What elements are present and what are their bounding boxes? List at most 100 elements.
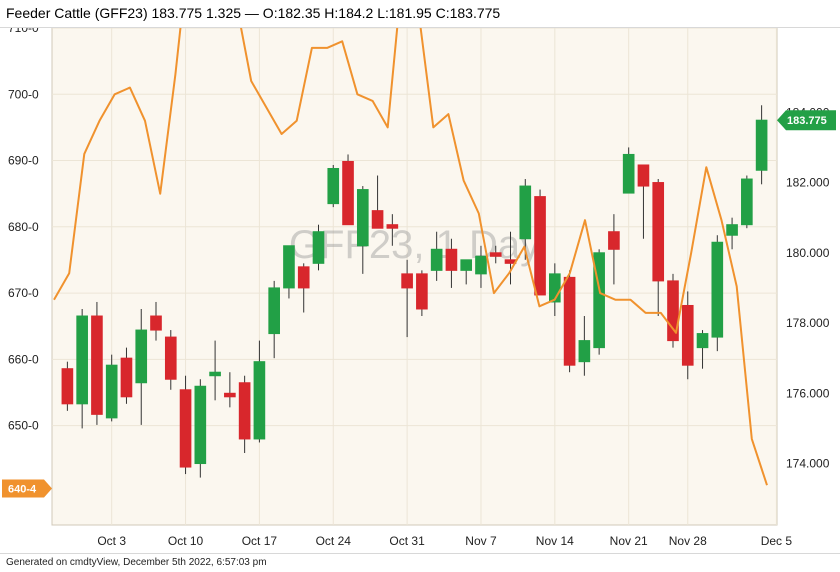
left-axis: 710-0 700-0 690-0 680-0 670-0 660-0 650-0 xyxy=(8,28,39,433)
candle-body xyxy=(549,273,561,303)
right-tick-label: 174.000 xyxy=(786,457,830,471)
candle-body xyxy=(179,389,192,468)
candle xyxy=(475,245,487,288)
candle-body xyxy=(135,329,148,384)
left-tick-label: 670-0 xyxy=(8,286,39,300)
x-tick-label: Nov 21 xyxy=(610,534,648,548)
candle xyxy=(622,147,635,194)
left-tick-label: 680-0 xyxy=(8,220,39,234)
candle-body xyxy=(297,266,310,289)
left-tick-label: 710-0 xyxy=(8,28,39,35)
x-tick-label: Oct 10 xyxy=(168,534,204,548)
candle-body xyxy=(209,371,221,377)
candle xyxy=(268,280,280,359)
candle xyxy=(61,361,74,411)
candle xyxy=(386,214,399,246)
candle xyxy=(238,375,251,453)
candle xyxy=(253,340,266,443)
candle-body xyxy=(224,392,236,398)
candle xyxy=(755,105,768,185)
candle xyxy=(76,308,88,429)
right-tick-label: 176.000 xyxy=(786,386,830,400)
candle-body xyxy=(622,153,635,194)
candle-body xyxy=(327,167,340,205)
candle xyxy=(297,263,310,313)
candle-body xyxy=(460,259,473,271)
candle-body xyxy=(578,340,591,363)
candle xyxy=(741,175,753,229)
candlestick-series xyxy=(61,105,768,478)
candle-body xyxy=(238,382,251,440)
x-axis: Oct 3 Oct 10 Oct 17 Oct 24 Oct 31 Nov 7 Nov 14… xyxy=(97,534,792,548)
candle xyxy=(534,189,546,296)
candle-body xyxy=(150,315,162,331)
candle xyxy=(401,259,413,338)
candle xyxy=(711,235,724,352)
candle xyxy=(681,291,694,380)
chart-title: Feeder Cattle (GFF23) 183.775 1.325 — O:… xyxy=(6,5,501,21)
left-tick-label: 650-0 xyxy=(8,419,39,433)
candle xyxy=(637,164,650,239)
plot-background xyxy=(51,28,778,526)
candle xyxy=(696,330,709,369)
candle-body xyxy=(475,255,487,275)
candle xyxy=(549,263,561,317)
candle xyxy=(164,330,177,390)
candle xyxy=(652,179,665,317)
candle-body xyxy=(696,333,709,349)
candle-body xyxy=(667,280,679,342)
footer: Generated on cmdtyView, December 5th 202… xyxy=(0,553,840,572)
candle xyxy=(726,217,738,250)
candle-body xyxy=(741,178,753,226)
candle xyxy=(327,164,340,208)
candle xyxy=(430,231,443,281)
x-tick-label: Oct 24 xyxy=(316,534,352,548)
x-tick-label: Nov 28 xyxy=(669,534,707,548)
candle-body xyxy=(711,241,724,338)
candle xyxy=(283,245,295,299)
candle xyxy=(489,245,502,264)
candle-body xyxy=(342,160,354,226)
right-tick-label: 178.000 xyxy=(786,316,830,330)
axis-markers: 640-4 183.775 xyxy=(2,110,836,498)
line-series xyxy=(53,28,768,486)
candle-body xyxy=(283,245,295,289)
candle-body xyxy=(76,315,88,405)
candle-body xyxy=(652,182,665,282)
x-tick-label: Oct 17 xyxy=(242,534,278,548)
candle xyxy=(667,273,679,348)
right-marker-label: 183.775 xyxy=(787,115,827,127)
candle-body xyxy=(401,273,413,289)
candle xyxy=(91,301,103,425)
candle xyxy=(312,224,325,271)
price-chart[interactable]: GFF23, 1 Day 710-0 700-0 690-0 680-0 670-0 66… xyxy=(0,28,840,553)
candle-body xyxy=(416,273,428,310)
candle-body xyxy=(489,252,502,257)
x-tick-label: Dec 5 xyxy=(761,534,793,548)
candle-body xyxy=(593,252,605,349)
x-tick-label: Oct 31 xyxy=(389,534,425,548)
candle xyxy=(179,375,192,475)
candle xyxy=(563,270,576,373)
candle xyxy=(150,301,162,341)
candle xyxy=(371,175,384,229)
right-axis-marker: 183.775 xyxy=(777,110,836,131)
x-tick-label: Oct 3 xyxy=(97,534,126,548)
candle-body xyxy=(253,361,266,440)
candle xyxy=(209,340,221,401)
candle-body xyxy=(726,224,738,236)
candle-body xyxy=(519,185,532,240)
candle xyxy=(224,372,236,408)
left-tick-label: 660-0 xyxy=(8,352,39,366)
x-tick-label: Nov 14 xyxy=(536,534,574,548)
candle-body xyxy=(430,248,443,271)
candle-body xyxy=(371,210,384,229)
candle-body xyxy=(637,164,650,187)
candle-body xyxy=(61,368,74,405)
left-tick-label: 700-0 xyxy=(8,87,39,101)
candle xyxy=(342,154,354,226)
candle xyxy=(608,214,620,285)
candle-body xyxy=(755,119,768,171)
candle xyxy=(460,259,473,285)
candle-body xyxy=(608,231,620,250)
